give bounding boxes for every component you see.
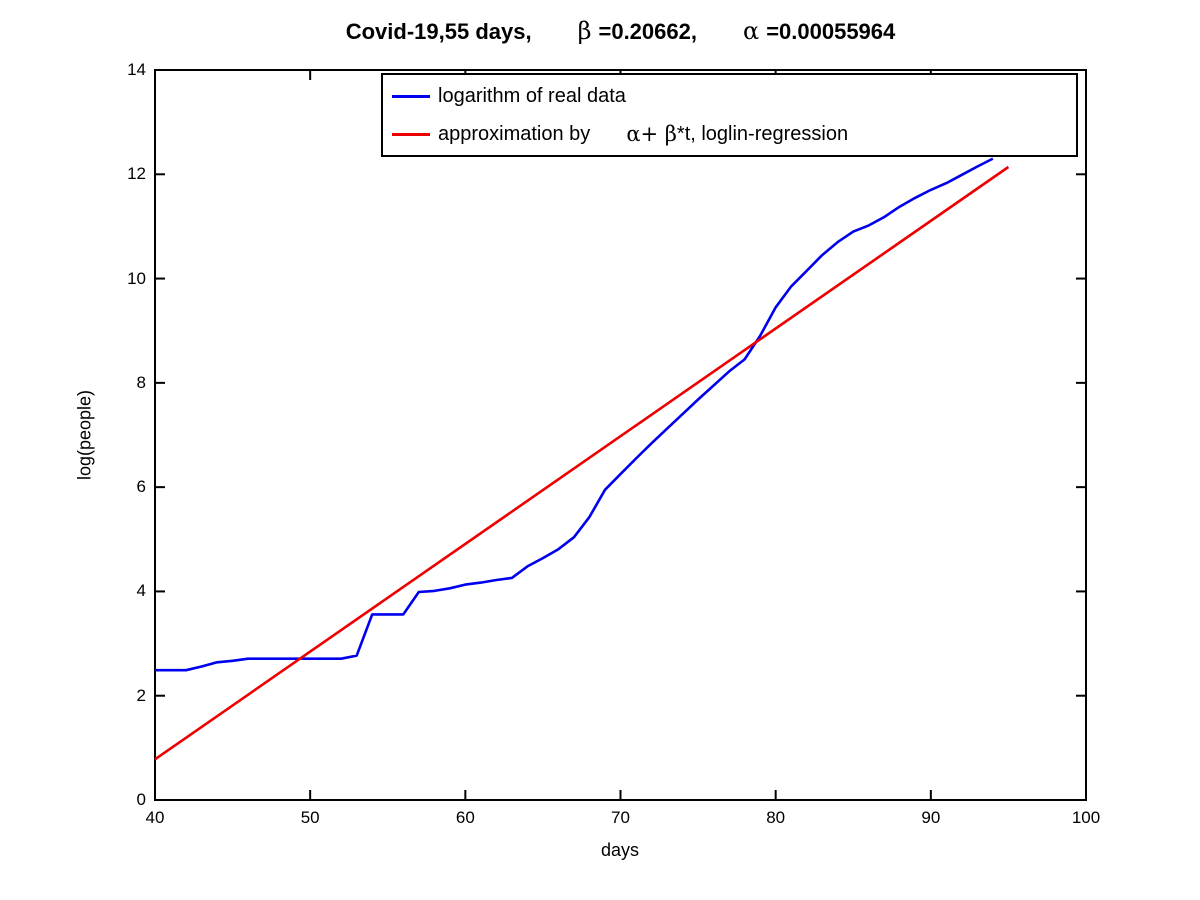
legend-label-regression-prefix: approximation by [438,122,591,145]
x-tick-label: 80 [766,808,786,827]
x-tick-label: 70 [611,808,630,827]
real-data-line [155,157,994,672]
legend-item-real-data: logarithm of real data [383,77,1076,115]
chart-title: Covid-19,55 days, β =0.20662, α =0.00055964 [155,17,1086,45]
y-axis-label: log(people) [74,389,95,481]
y-tick-label: 14 [127,60,146,79]
title-alpha-value: =0.00055964 [766,19,896,44]
y-tick-label: 2 [136,685,146,705]
x-tick-label: 40 [145,808,165,827]
title-beta-symbol: β [577,17,592,45]
legend-label-real-data: logarithm of real data [438,84,626,107]
title-main: Covid-19,55 days, [345,19,532,44]
x-axis-label: days [600,840,640,860]
x-tick-label: 60 [455,808,475,827]
x-tick-label: 50 [300,808,320,827]
x-tick-label: 90 [921,808,941,827]
y-tick-label: 12 [127,164,146,184]
y-tick-label: 0 [136,790,146,809]
legend-label-regression-formula: *t, loglin-regression [676,122,849,145]
legend: logarithm of real data approximation by … [381,73,1078,157]
x-tick-label: 100 [1071,808,1101,827]
regression-line [154,165,1010,761]
legend-item-regression: approximation by α+ β *t, loglin-regress… [383,115,1076,153]
title-alpha-symbol: α [742,17,760,45]
y-tick-label: 6 [136,477,146,497]
legend-label-regression-formula-greek: α+ β [626,122,677,146]
y-tick-label: 10 [127,268,146,288]
legend-line-sample-red [392,132,430,136]
title-beta-value: =0.20662, [598,19,697,44]
y-tick-label: 8 [136,372,146,392]
y-tick-label: 4 [136,581,146,601]
legend-line-sample-blue [392,94,430,98]
